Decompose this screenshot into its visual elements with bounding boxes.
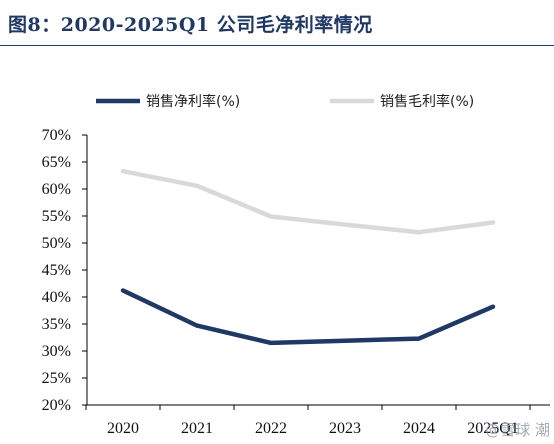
y-tick-label: 70% xyxy=(42,127,71,144)
legend: 销售净利率(%) 销售毛利率(%) xyxy=(96,93,474,110)
series-lines xyxy=(120,168,496,346)
x-tick-label: 2025Q1 xyxy=(467,420,519,437)
y-tick-label: 30% xyxy=(42,343,71,360)
y-tick-label: 40% xyxy=(42,289,71,306)
y-tick-label: 50% xyxy=(42,235,71,252)
y-tick-label: 55% xyxy=(42,208,71,225)
y-tick-label: 45% xyxy=(42,262,71,279)
x-tick-label: 2021 xyxy=(181,420,213,437)
x-tick-label: 2024 xyxy=(403,420,435,437)
x-tick-label: 2020 xyxy=(107,420,139,437)
y-tick-label: 20% xyxy=(42,397,71,414)
x-tick-label: 2023 xyxy=(329,420,361,437)
y-tick-label: 65% xyxy=(42,154,71,171)
y-tick-label: 35% xyxy=(42,316,71,333)
legend-label-gross: 销售毛利率(%) xyxy=(380,93,474,110)
axes: 70% 65% 60% 55% 50% 45% 40% 35% 30% 25% 20% 2020 202… xyxy=(42,127,550,437)
watermark: @雪球 潮 xyxy=(485,421,550,439)
title-underline xyxy=(0,45,554,46)
y-tick-label: 25% xyxy=(42,370,71,387)
gross-margin-line xyxy=(120,168,496,235)
net-margin-line xyxy=(120,288,496,346)
figure-title: 图8：2020-2025Q1 公司毛净利率情况 xyxy=(8,14,373,36)
x-tick-label: 2022 xyxy=(255,420,287,437)
y-tick-label: 60% xyxy=(42,181,71,198)
legend-label-net: 销售净利率(%) xyxy=(146,93,240,110)
